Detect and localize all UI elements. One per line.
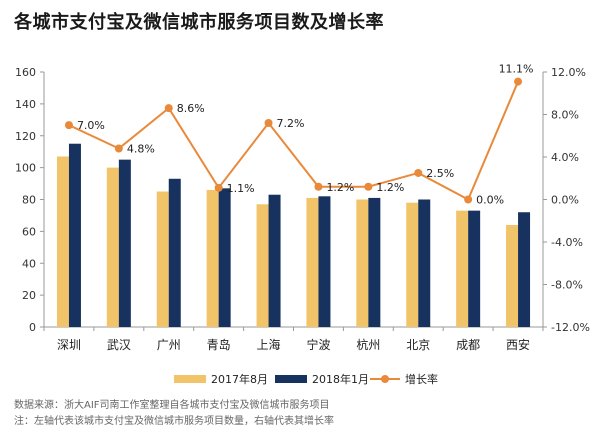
legend-swatch-line-marker bbox=[381, 375, 389, 383]
left-tick-label: 120 bbox=[15, 130, 36, 143]
legend-swatch-series-1 bbox=[174, 375, 206, 383]
x-tick-label: 武汉 bbox=[107, 338, 131, 352]
bar-series-1 bbox=[106, 167, 119, 327]
growth-rate-point bbox=[264, 119, 273, 127]
bar-series-1 bbox=[256, 204, 269, 327]
growth-rate-data-label: 2.5% bbox=[426, 167, 454, 180]
right-tick-label: -8.0% bbox=[551, 279, 583, 292]
growth-rate-point bbox=[164, 104, 173, 113]
left-tick-label: 0 bbox=[29, 321, 36, 334]
bar-series-2 bbox=[318, 196, 331, 327]
left-tick-label: 100 bbox=[15, 162, 36, 175]
right-tick-label: 0.0% bbox=[551, 194, 579, 207]
growth-rate-point bbox=[414, 168, 423, 177]
bar-series-1 bbox=[456, 210, 469, 327]
bar-series-1 bbox=[406, 202, 419, 327]
growth-rate-point bbox=[314, 182, 323, 191]
growth-rate-point bbox=[214, 183, 223, 192]
growth-rate-point bbox=[364, 182, 373, 191]
bar-series-1 bbox=[56, 156, 69, 327]
x-tick-label: 上海 bbox=[257, 337, 281, 352]
right-tick-label: 4.0% bbox=[551, 151, 579, 164]
bar-series-1 bbox=[356, 199, 369, 327]
left-tick-label: 40 bbox=[22, 257, 36, 270]
legend-label-line: 增长率 bbox=[405, 372, 438, 386]
chart-title: 各城市支付宝及微信城市服务项目数及增长率 bbox=[14, 12, 384, 33]
growth-rate-line bbox=[68, 81, 519, 201]
growth-rate-data-label: 4.8% bbox=[127, 143, 155, 156]
x-tick-label: 成都 bbox=[456, 338, 480, 352]
x-tick-label: 宁波 bbox=[306, 337, 330, 352]
bar-series-2 bbox=[168, 178, 181, 327]
bar-series-2 bbox=[218, 188, 231, 327]
bar-series-2 bbox=[368, 197, 381, 327]
growth-rate-point bbox=[64, 121, 73, 130]
bar-series-2 bbox=[518, 212, 531, 327]
bar-series-2 bbox=[468, 210, 481, 327]
bar-series-1 bbox=[506, 225, 519, 327]
left-tick-label: 80 bbox=[22, 194, 36, 207]
left-tick-label: 60 bbox=[22, 225, 36, 238]
growth-rate-data-label: 0.0% bbox=[476, 194, 504, 207]
bar-series-2 bbox=[418, 199, 431, 327]
growth-rate-data-label: 7.0% bbox=[77, 119, 105, 132]
growth-rate-data-label: 1.2% bbox=[376, 181, 404, 194]
bar-series-2 bbox=[268, 194, 281, 327]
x-tick-label: 杭州 bbox=[356, 337, 380, 352]
x-tick-label: 西安 bbox=[506, 337, 530, 352]
growth-rate-data-label: 11.1% bbox=[499, 63, 534, 76]
growth-rate-data-label: 1.1% bbox=[227, 182, 255, 195]
right-tick-label: 8.0% bbox=[551, 109, 579, 122]
x-tick-label: 青岛 bbox=[207, 337, 231, 352]
bar-series-1 bbox=[156, 191, 169, 327]
chart-notes: 数据来源：浙大AIF司南工作室整理自各城市支付宝及微信城市服务项目 注：左轴代表… bbox=[14, 398, 334, 430]
source-note: 数据来源：浙大AIF司南工作室整理自各城市支付宝及微信城市服务项目 bbox=[14, 400, 330, 411]
x-tick-label: 北京 bbox=[406, 338, 430, 352]
x-tick-label: 深圳 bbox=[57, 338, 81, 352]
growth-rate-data-label: 1.2% bbox=[326, 181, 354, 194]
right-tick-label: -12.0% bbox=[551, 321, 590, 334]
legend-label-series-1: 2017年8月 bbox=[211, 372, 268, 386]
legend-swatch-series-2 bbox=[275, 375, 307, 383]
bar-series-1 bbox=[206, 189, 219, 327]
bar-series-2 bbox=[68, 143, 81, 327]
right-tick-label: -4.0% bbox=[551, 236, 583, 249]
growth-rate-data-label: 7.2% bbox=[277, 117, 305, 130]
x-tick-label: 广州 bbox=[157, 338, 181, 352]
growth-rate-point bbox=[114, 144, 123, 153]
bar-series-1 bbox=[306, 197, 319, 327]
left-tick-label: 20 bbox=[22, 289, 36, 302]
growth-rate-point bbox=[514, 77, 523, 86]
left-tick-label: 160 bbox=[15, 66, 36, 79]
left-tick-label: 140 bbox=[15, 98, 36, 111]
right-tick-label: 12.0% bbox=[551, 66, 586, 79]
axis-note: 注：左轴代表该城市支付宝及微信城市服务项目数量，右轴代表其增长率 bbox=[14, 416, 334, 427]
bar-series-2 bbox=[118, 159, 131, 327]
growth-rate-point bbox=[464, 195, 473, 204]
growth-rate-data-label: 8.6% bbox=[177, 102, 205, 115]
legend-label-series-2: 2018年1月 bbox=[312, 372, 369, 386]
